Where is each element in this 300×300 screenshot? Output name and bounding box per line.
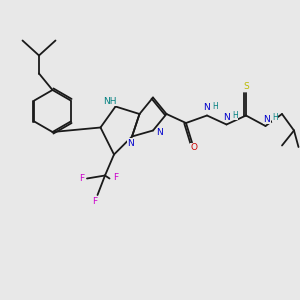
Text: F: F [79,174,84,183]
Text: N: N [223,112,230,122]
Text: N: N [127,139,134,148]
Text: O: O [191,143,198,152]
Text: H: H [232,111,238,120]
Text: F: F [92,196,98,206]
Text: H: H [272,113,278,122]
Text: N: N [263,115,270,124]
Text: F: F [113,173,118,182]
Text: N: N [156,128,163,137]
Text: N: N [204,103,210,112]
Text: NH: NH [103,97,117,106]
Text: H: H [212,102,218,111]
Text: S: S [243,82,249,91]
